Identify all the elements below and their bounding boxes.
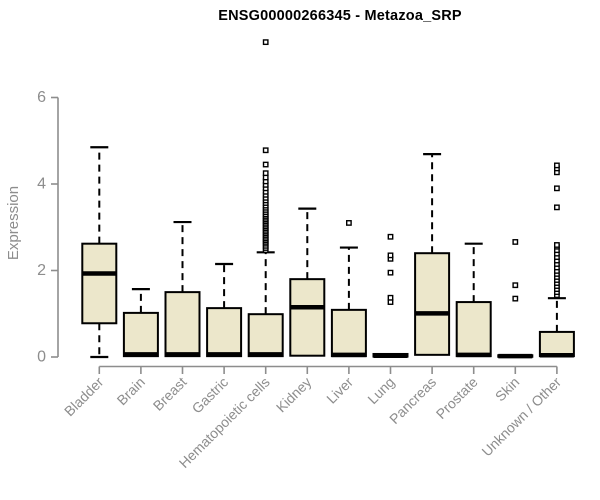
outlier-point-skin <box>512 295 519 302</box>
x-category-label: Brain <box>114 374 148 408</box>
x-category-label: Kidney <box>273 374 315 416</box>
x-category-label: Bladder <box>61 374 107 420</box>
outlier-point-lung <box>387 252 394 259</box>
x-category-label: Prostate <box>433 374 481 422</box>
box-hematopoietic-cells <box>247 313 284 358</box>
x-category-label: Breast <box>150 374 190 414</box>
outlier-point-lung <box>387 294 394 301</box>
x-category-label: Liver <box>323 374 356 407</box>
outlier-point-unknown-other <box>554 185 560 192</box>
box-liver <box>330 308 367 358</box>
y-tick-label: 2 <box>37 262 46 279</box>
box-kidney <box>289 278 326 357</box>
box-pancreas <box>414 252 451 356</box>
outlier-point-hematopoietic-cells <box>262 147 269 154</box>
chart-title: ENSG00000266345 - Metazoa_SRP <box>218 8 462 24</box>
x-category-label: Skin <box>492 374 523 405</box>
y-tick-label: 4 <box>37 176 46 193</box>
box-gastric <box>206 307 243 358</box>
box-brain <box>122 311 159 358</box>
box-bladder <box>81 242 118 325</box>
outlier-point-unknown-other <box>554 242 560 248</box>
box-unknown-other <box>538 330 575 358</box>
outlier-point-lung <box>387 233 394 240</box>
box-breast <box>164 291 201 358</box>
outlier-point-skin <box>512 282 519 289</box>
outlier-point-hematopoietic-cells <box>262 170 269 177</box>
y-tick-label: 6 <box>37 89 46 106</box>
x-category-label: Lung <box>364 374 397 407</box>
outlier-point-hematopoietic-cells <box>262 39 269 46</box>
outlier-point-hematopoietic-cells <box>262 161 269 168</box>
outlier-point-lung <box>387 269 394 276</box>
outlier-point-liver <box>346 220 352 226</box>
y-tick-label: 0 <box>37 349 46 366</box>
outlier-point-skin <box>512 239 519 245</box>
box-prostate <box>455 301 492 358</box>
outlier-point-unknown-other <box>554 204 560 211</box>
x-category-label: Unknown / Other <box>478 374 564 460</box>
outlier-point-unknown-other <box>554 162 560 169</box>
